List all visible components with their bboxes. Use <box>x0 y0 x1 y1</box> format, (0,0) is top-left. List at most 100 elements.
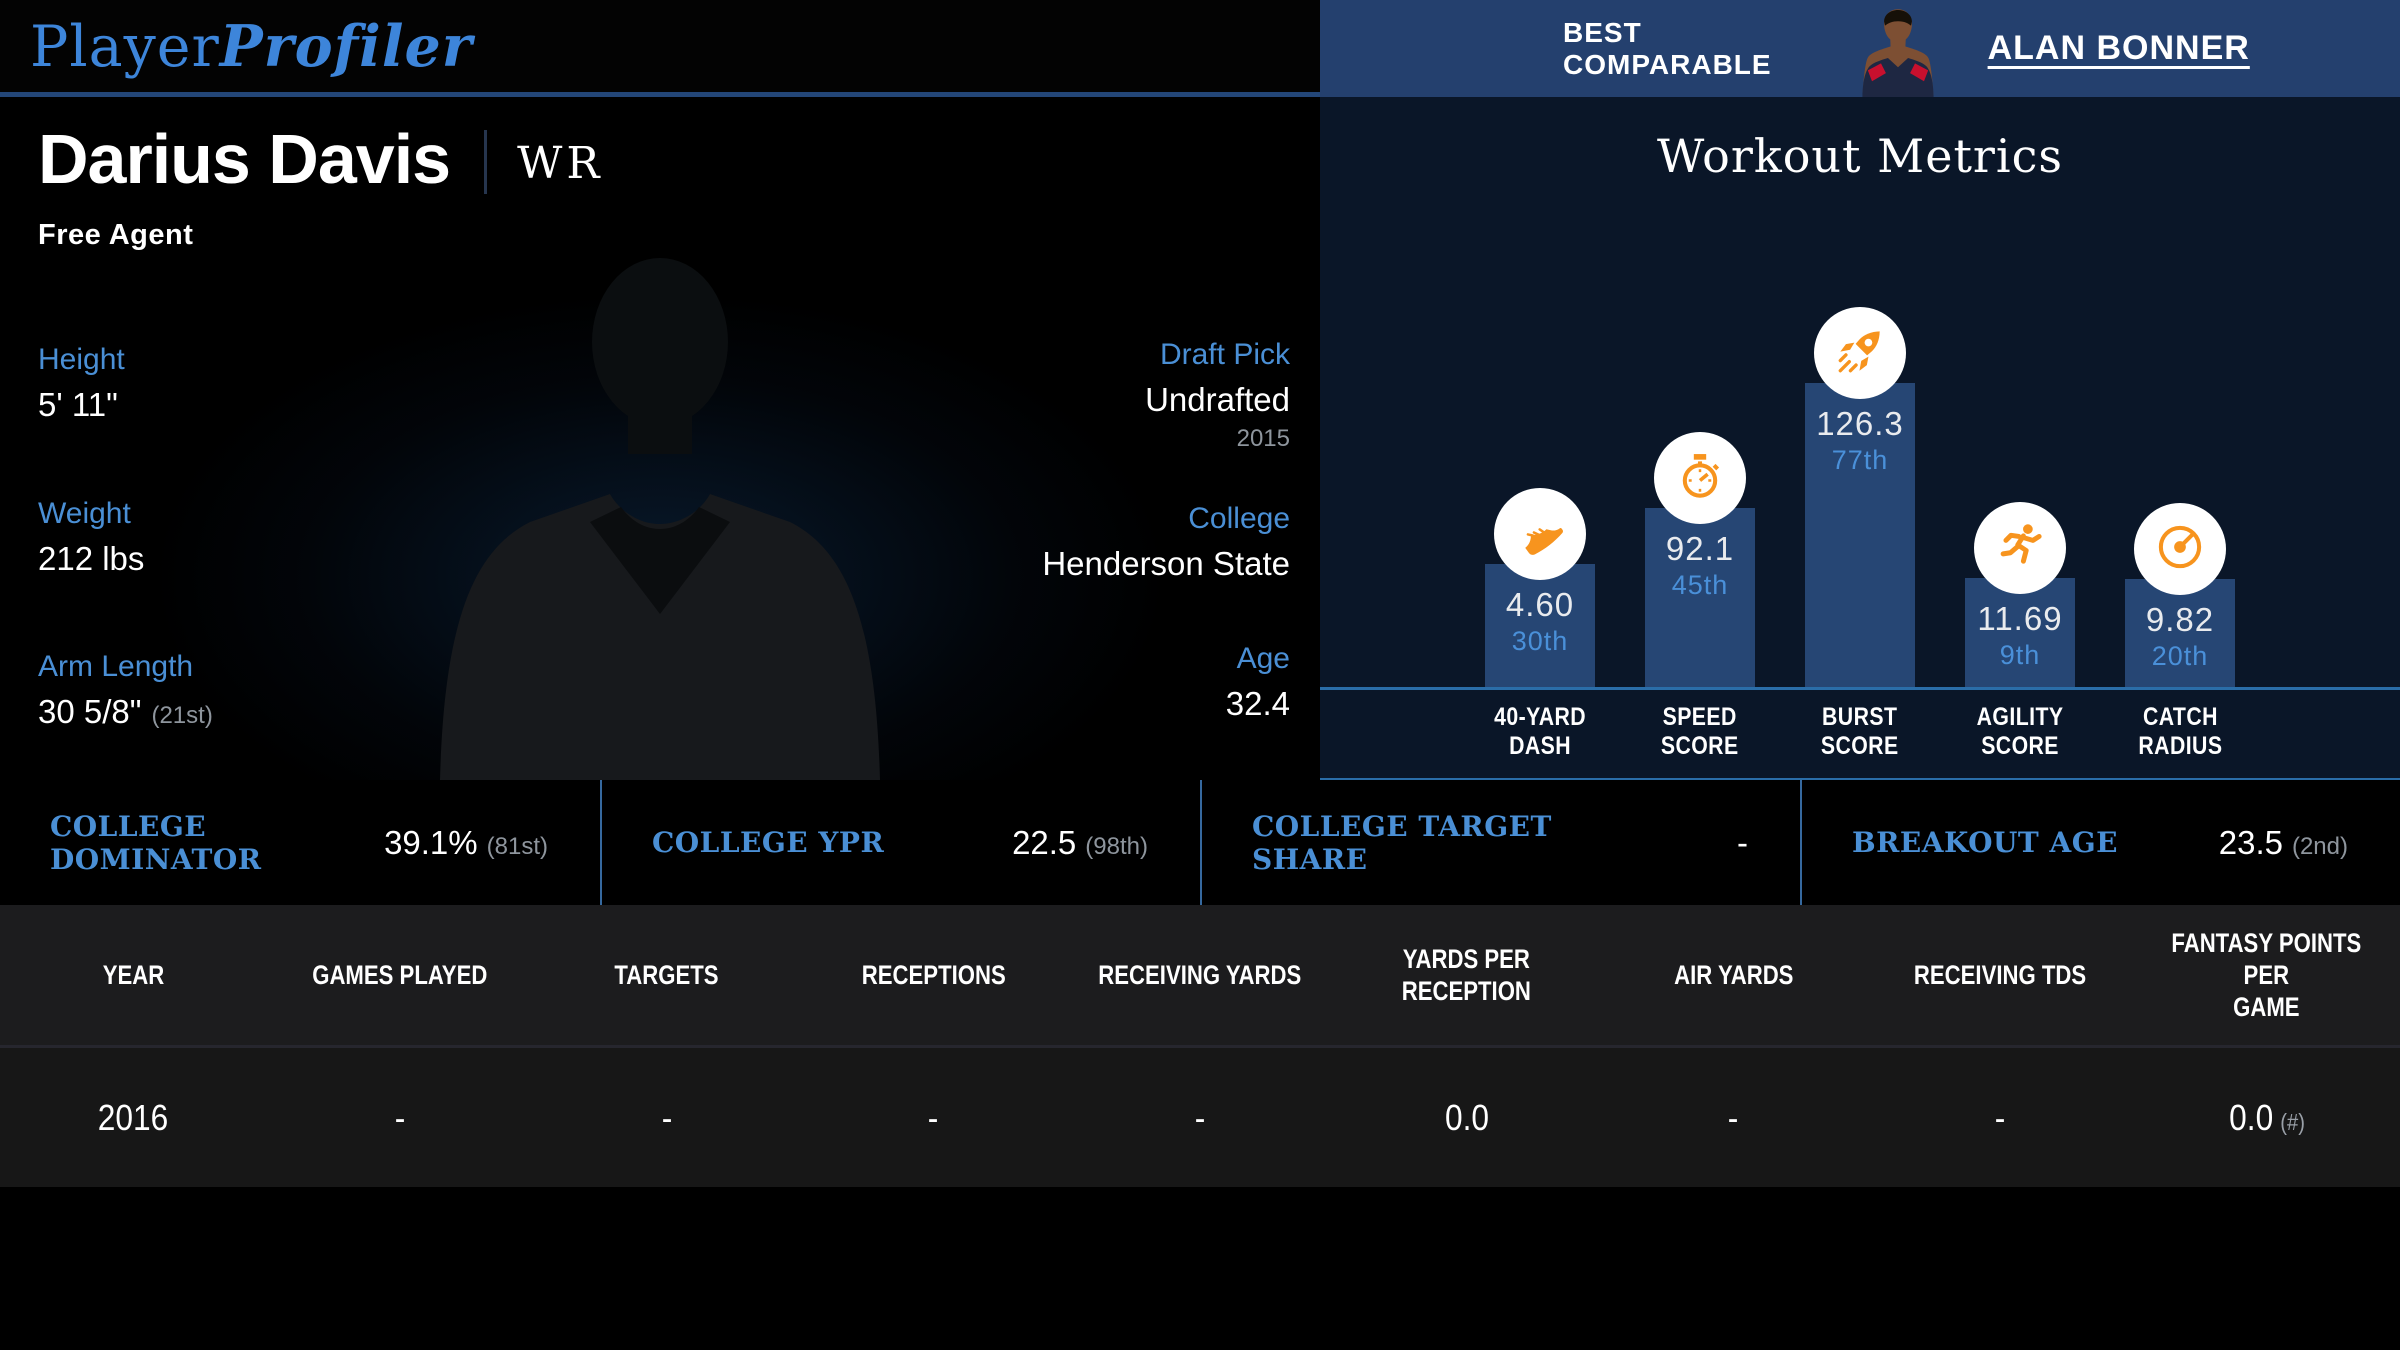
axis-label-text: AGILITY SCORE <box>1976 703 2064 760</box>
comparable-player-photo <box>1850 0 1946 97</box>
college-stats-band: COLLEGE DOMINATOR 39.1% (81st) COLLEGE YPR 2… <box>0 780 2400 905</box>
table-cell-value: 0.0 <box>1444 1096 1489 1138</box>
college-stat-label: COLLEGE YPR <box>652 826 885 859</box>
table-cell-value: - <box>1728 1096 1739 1138</box>
column-header-games-played: GAMES PLAYED <box>267 959 534 991</box>
table-cell-yards-per-reception: 0.0 <box>1333 1097 1600 1139</box>
workout-metrics-panel: Workout Metrics 4.60 30th 40-YARD DASH 92.1 4… <box>1320 97 2400 780</box>
table-cell-value: 0.0 (#) <box>2228 1096 2305 1138</box>
column-header-text: YARDS PER RECEPTION <box>1402 944 1532 1006</box>
column-header-text: AIR YARDS <box>1673 960 1794 990</box>
college-stat-college-ypr: COLLEGE YPR 22.5 (98th) <box>600 780 1200 905</box>
bar-fill-speed-score <box>1645 508 1755 687</box>
axis-label-speed-score: SPEED SCORE <box>1590 703 1810 761</box>
table-cell-note: (#) <box>2279 1108 2305 1135</box>
main-content: Darius Davis WR Free Agent Height 5' 11" W… <box>0 97 2400 780</box>
metric-icon-circle <box>2134 503 2226 595</box>
chart-axis-line <box>1320 687 2400 690</box>
college-stat-label: COLLEGE TARGET SHARE <box>1252 809 1552 876</box>
table-cell-value: - <box>928 1096 939 1138</box>
bar-fill-catch-radius <box>2125 579 2235 687</box>
logo-word-profiler: Profiler <box>219 12 473 80</box>
player-profiler-logo[interactable]: PlayerProfiler <box>30 13 473 80</box>
college-stat-value-wrap: 23.5 (2nd) <box>2219 824 2348 862</box>
axis-label-catch-radius: CATCH RADIUS <box>2070 703 2290 761</box>
column-header-receptions: RECEPTIONS <box>800 959 1067 991</box>
axis-label-text: CATCH RADIUS <box>2137 703 2223 760</box>
player-team-status: Free Agent <box>38 219 194 251</box>
axis-label-text: SPEED SCORE <box>1661 703 1739 760</box>
comparable-player-link[interactable]: ALAN BONNER <box>1987 29 2250 67</box>
workout-metrics-title: Workout Metrics <box>1656 129 2064 183</box>
best-comparable-banner: BEST COMPARABLE ALAN BONNER <box>1320 0 2400 97</box>
column-header-yards-per-reception: YARDS PER RECEPTION <box>1333 943 1600 1007</box>
table-cell-games-played: - <box>267 1097 534 1139</box>
attribute-label: College <box>1188 502 1290 535</box>
metric-icon-circle <box>1814 307 1906 399</box>
attribute-value: Undrafted <box>1145 381 1290 418</box>
name-position-divider <box>484 130 488 194</box>
attribute-note: 2015 <box>1236 425 1290 452</box>
table-cell-value: - <box>1194 1096 1206 1138</box>
top-header: PlayerProfiler BEST COMPARABLE ALAN BONN… <box>0 0 2400 97</box>
player-position: WR <box>517 137 604 189</box>
attribute-draft-pick: Draft Pick Undrafted 2015 <box>1145 338 1290 453</box>
college-stat-college-dominator: COLLEGE DOMINATOR 39.1% (81st) <box>0 780 600 905</box>
bar-catch-radius: 9.82 20th <box>2125 503 2235 687</box>
column-header-air-yards: AIR YARDS <box>1600 959 1867 991</box>
table-cell-value: - <box>394 1096 406 1138</box>
metric-icon-circle <box>1494 488 1586 580</box>
attribute-value: 212 lbs <box>38 540 145 577</box>
table-cell-receiving-tds: - <box>1867 1097 2134 1139</box>
column-header-text: RECEIVING YARDS <box>1098 960 1302 990</box>
best-comparable-label: BEST COMPARABLE <box>1563 16 1772 80</box>
bar-40-yard-dash: 4.60 30th <box>1485 488 1595 687</box>
player-summary-panel: Darius Davis WR Free Agent Height 5' 11" W… <box>0 97 1320 780</box>
metric-value: 126.3 <box>1816 405 1904 442</box>
college-stat-percentile: (81st) <box>486 832 548 860</box>
attribute-label: Arm Length <box>38 650 194 683</box>
column-header-targets: TARGETS <box>533 959 800 991</box>
metric-icon-circle <box>1654 432 1746 524</box>
axis-label-agility-score: AGILITY SCORE <box>1910 703 2130 761</box>
bar-agility-score: 11.69 9th <box>1965 502 2075 687</box>
table-cell-receiving-yards: - <box>1067 1097 1334 1139</box>
bar-speed-score: 92.1 45th <box>1645 432 1755 687</box>
column-header-text: TARGETS <box>614 960 719 990</box>
metric-percentile: 20th <box>2151 641 2209 671</box>
metric-percentile: 45th <box>1671 570 1729 600</box>
college-stat-label: BREAKOUT AGE <box>1852 826 2118 859</box>
shoe-icon <box>1513 505 1567 564</box>
logo-word-player: Player <box>30 13 220 80</box>
college-stat-value-wrap: 22.5 (98th) <box>1012 824 1148 862</box>
college-stat-percentile: (2nd) <box>2291 832 2348 860</box>
table-cell-year: 2016 <box>0 1097 267 1139</box>
player-name: Darius Davis <box>38 120 451 198</box>
metric-icon-circle <box>1974 502 2066 594</box>
player-headshot-icon <box>1862 9 1934 97</box>
college-stat-breakout-age: BREAKOUT AGE 23.5 (2nd) <box>1800 780 2400 905</box>
bar-fill-burst-score <box>1805 383 1915 687</box>
bar-fill-agility-score <box>1965 578 2075 687</box>
brand-band: PlayerProfiler <box>0 0 1320 97</box>
column-header-text: RECEIVING TDS <box>1913 960 2087 990</box>
table-cell-value: - <box>661 1096 672 1138</box>
attribute-value: 32.4 <box>1225 685 1290 722</box>
season-stats-table: YEAR GAMES PLAYED TARGETS RECEPTIONS RECEIVI… <box>0 905 2400 1187</box>
metric-value: 92.1 <box>1665 530 1735 567</box>
player-name-row: Darius Davis WR <box>38 119 603 199</box>
metric-percentile: 77th <box>1831 445 1889 475</box>
column-header-fantasy-points-per-game: FANTASY POINTS PER GAME <box>2133 927 2400 1023</box>
column-header-text: GAMES PLAYED <box>312 960 488 990</box>
college-stat-value: 22.5 <box>1012 823 1077 861</box>
attribute-value: Henderson State <box>1042 545 1290 582</box>
column-header-year: YEAR <box>0 959 267 991</box>
axis-label-text: BURST SCORE <box>1821 703 1899 760</box>
table-cell-air-yards: - <box>1600 1097 1867 1139</box>
table-row: 2016 - - - - 0.0 - - 0.0 (#) <box>0 1045 2400 1187</box>
college-stat-label: COLLEGE DOMINATOR <box>50 809 262 876</box>
table-cell-targets: - <box>533 1097 800 1139</box>
college-stat-value-wrap: - <box>1737 824 1748 862</box>
bar-fill-40-yard-dash <box>1485 564 1595 687</box>
